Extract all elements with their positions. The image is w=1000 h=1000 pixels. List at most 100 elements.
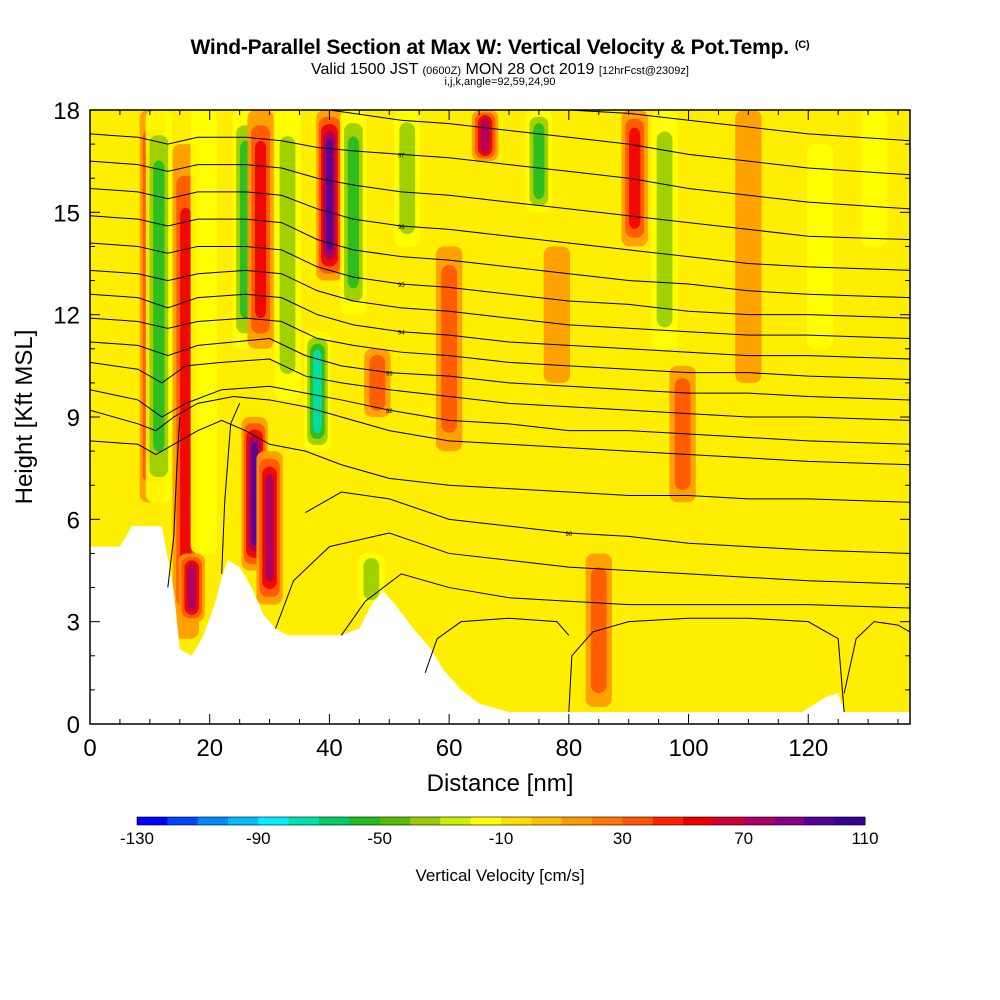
velocity-cell: [364, 348, 391, 417]
colorbar-swatch: [683, 817, 714, 825]
velocity-cell: [304, 331, 331, 452]
terrain-mask: [90, 526, 910, 724]
y-axis-label: Height [Kft MSL]: [11, 330, 38, 505]
theta-contour: [90, 338, 910, 401]
colorbar-swatch: [228, 817, 259, 825]
theta-contour: [90, 396, 910, 466]
velocity-cell: [525, 110, 553, 213]
colorbar-swatch: [774, 817, 805, 825]
velocity-band: [313, 349, 322, 434]
colorbar-swatch: [501, 817, 532, 825]
contour-label: 90: [565, 532, 572, 538]
x-tick-label: 80: [555, 735, 582, 762]
y-tick-label: 15: [53, 200, 80, 227]
velocity-band: [543, 246, 571, 383]
contour-label: 96: [398, 225, 405, 231]
y-tick-label: 3: [67, 610, 80, 637]
colorbar-swatch: [167, 817, 199, 825]
velocity-band: [153, 160, 165, 452]
velocity-band: [629, 127, 641, 229]
velocity-cell: [274, 110, 301, 400]
theta-contour: [90, 215, 910, 299]
colorbar-swatch: [652, 817, 684, 825]
velocity-field: [139, 110, 888, 707]
velocity-cell: [394, 110, 421, 247]
y-tick-label: 12: [53, 303, 80, 330]
colorbar-swatch: [319, 817, 350, 825]
theta-contour: [340, 573, 910, 636]
colorbar-swatch: [561, 817, 593, 825]
velocity-cell: [435, 246, 463, 452]
colorbar-tick-label: -90: [246, 829, 271, 848]
colorbar-label: Vertical Velocity [cm/s]: [415, 866, 584, 885]
theta-contour: [90, 187, 910, 271]
velocity-band: [735, 110, 762, 383]
velocity-cell: [190, 110, 217, 554]
colorbar-tick-label: -10: [489, 829, 514, 848]
colorbar-tick-label: -50: [367, 829, 392, 848]
colorbar-swatch: [440, 817, 472, 825]
colorbar-tick-label: 70: [734, 829, 753, 848]
x-tick-label: 0: [83, 735, 96, 762]
chart-title: Wind-Parallel Section at Max W: Vertical…: [190, 36, 810, 59]
velocity-band: [860, 110, 888, 247]
theta-contour: [568, 617, 845, 713]
velocity-cell: [860, 110, 888, 247]
grid-info: i,j,k,angle=92,59,24,90: [444, 76, 556, 88]
colorbar-swatch: [622, 817, 654, 825]
velocity-cell: [178, 553, 205, 622]
velocity-cell: [543, 246, 571, 383]
colorbar-swatch: [713, 817, 745, 825]
contour-label: 97: [398, 153, 405, 159]
theta-contour: [221, 403, 241, 574]
colorbar-swatch: [258, 817, 290, 825]
contour-label: 92: [386, 409, 393, 415]
colorbar-swatch: [197, 817, 229, 825]
velocity-band: [480, 117, 490, 154]
colorbar-swatch: [470, 817, 502, 825]
velocity-band: [180, 207, 192, 576]
x-tick-label: 120: [788, 735, 828, 762]
colorbar-swatch: [379, 817, 411, 825]
y-tick-label: 6: [67, 507, 80, 534]
colorbar-swatch: [743, 817, 775, 825]
theta-contour: [90, 419, 910, 503]
colorbar: -130 -90 -50 -10 30 70 110: [120, 816, 879, 848]
theta-contour: [568, 110, 910, 142]
y-tick-label: 9: [67, 405, 80, 432]
theta-contour: [90, 242, 910, 319]
chart-subtitle: Valid 1500 JST (0600Z) MON 28 Oct 2019 […: [311, 61, 689, 78]
velocity-cell: [145, 110, 172, 503]
colorbar-swatch: [804, 817, 836, 825]
theta-contour: [275, 532, 910, 629]
theta-contour: [424, 617, 570, 673]
velocity-cell: [340, 110, 367, 315]
velocity-band: [441, 264, 458, 433]
contour-label: 94: [398, 331, 405, 337]
colorbar-swatch: [288, 817, 320, 825]
theta-contour: [843, 621, 910, 694]
theta-contour: [90, 133, 910, 210]
y-tick-label: 0: [67, 712, 80, 739]
theta-contour: [90, 269, 910, 340]
theta-contour: [329, 110, 910, 176]
velocity-cell: [807, 144, 834, 349]
velocity-band: [656, 131, 673, 328]
velocity-band: [347, 136, 360, 289]
velocity-band: [363, 558, 380, 601]
colorbar-tick-label: 110: [851, 829, 878, 848]
theta-contour: [90, 385, 910, 445]
theta-contour: [90, 358, 910, 421]
contour-label: 93: [386, 372, 393, 378]
colorbar-swatch: [531, 817, 563, 825]
velocity-cell: [247, 110, 274, 349]
velocity-band: [807, 144, 834, 349]
velocity-band: [399, 122, 416, 235]
theta-contour: [305, 491, 910, 554]
velocity-band: [265, 474, 274, 582]
theta-contour: [90, 317, 910, 380]
y-tick-label: 18: [53, 98, 80, 125]
velocity-cell: [735, 110, 762, 383]
velocity-band: [533, 123, 545, 200]
